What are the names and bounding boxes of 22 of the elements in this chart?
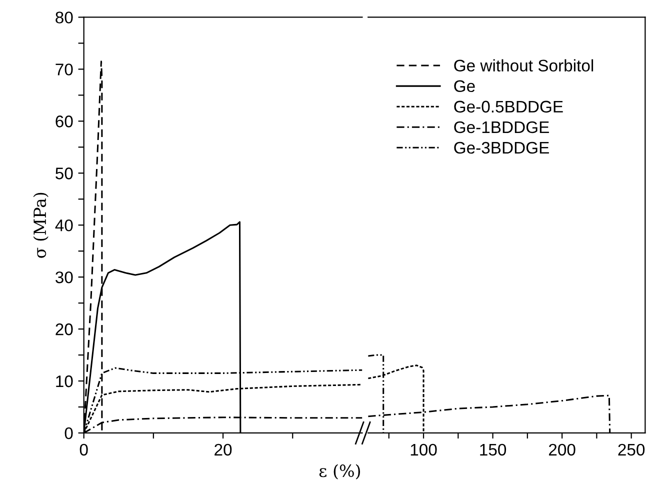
y-tick-label: 20 xyxy=(56,323,73,336)
x-tick-label: 0 xyxy=(80,444,88,456)
x-tick-label: 150 xyxy=(480,444,506,456)
legend-label: Ge-0.5BDDGE xyxy=(454,100,563,113)
y-tick-label: 80 xyxy=(56,12,73,24)
y-tick-label: 10 xyxy=(56,375,73,388)
y-tick-label: 0 xyxy=(64,427,73,440)
x-tick-label: 20 xyxy=(214,444,232,456)
y-tick-label: 50 xyxy=(56,168,73,180)
legend-label: Ge without Sorbitol xyxy=(454,59,594,72)
legend-label: Ge xyxy=(454,80,475,92)
legend-label: Ge-3BDDGE xyxy=(454,142,549,154)
y-tick-label: 70 xyxy=(56,64,73,76)
y-tick-label: 60 xyxy=(56,116,73,128)
legend-label: Ge-1BDDGE xyxy=(454,121,549,134)
y-tick-label: 40 xyxy=(55,219,73,232)
x-axis-title: ε (%) xyxy=(319,464,360,480)
x-tick-label: 200 xyxy=(548,444,576,456)
y-axis-title: σ (MPa) xyxy=(33,192,48,258)
x-tick-label: 250 xyxy=(618,444,645,456)
x-tick-label: 100 xyxy=(410,444,437,456)
y-tick-label: 30 xyxy=(56,271,73,284)
